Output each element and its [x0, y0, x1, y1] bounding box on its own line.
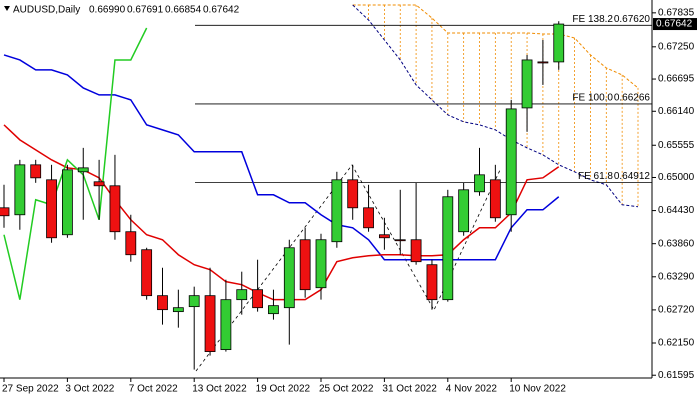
y-tick-label: 0.66140 [658, 106, 695, 117]
candle-body [252, 289, 264, 309]
fib-level-value: 0.66266 [614, 93, 651, 104]
candle-body [14, 164, 26, 216]
candle-body [394, 239, 406, 242]
candle-body [220, 299, 232, 351]
candle-body [125, 231, 137, 256]
fib-level-label: FE 100.0 [572, 93, 613, 104]
y-tick-label: 0.63290 [658, 271, 695, 282]
x-tick-label: 10 Nov 2022 [509, 384, 566, 395]
x-tick-label: 25 Oct 2022 [319, 384, 374, 395]
x-tick-label: 4 Nov 2022 [446, 384, 498, 395]
candle-body [141, 249, 153, 297]
candle-body [378, 234, 390, 239]
candle-body [474, 174, 485, 193]
cloud-lower [352, 4, 639, 208]
x-tick-label: 7 Oct 2022 [129, 384, 178, 395]
indicator-line [3, 27, 148, 300]
candle-body [505, 108, 517, 216]
y-tick-label: 0.61595 [658, 370, 695, 381]
y-tick-label: 0.67250 [658, 41, 695, 52]
fib-level-value: 0.64912 [614, 171, 651, 182]
quote-value: 0.66990 [89, 5, 126, 16]
x-tick-label: 13 Oct 2022 [192, 384, 247, 395]
candle-body [489, 179, 501, 219]
candle-body [62, 169, 73, 236]
quote-value: 0.66854 [165, 5, 202, 16]
candle-body [315, 239, 327, 289]
candle-body [46, 179, 57, 239]
chart-title: AUDUSD,Daily [13, 5, 80, 16]
candle-body [331, 179, 343, 243]
candle-body [537, 61, 549, 64]
fib-level-label: FE 138.2 [572, 14, 613, 25]
candle-body [458, 189, 470, 233]
candle-body [283, 247, 295, 309]
plot-area [0, 4, 652, 372]
candle-body [410, 239, 422, 263]
y-tick-label: 0.66695 [658, 74, 695, 85]
candle-body [172, 307, 184, 313]
x-tick-label: 27 Sep 2022 [2, 384, 59, 395]
y-tick-label: 0.64430 [658, 205, 695, 216]
candle-body [363, 207, 374, 229]
fib-level-value: 0.67620 [614, 14, 651, 25]
candle-body [553, 23, 565, 63]
candle-body [77, 167, 89, 173]
candle-body [157, 295, 168, 311]
last-price-label: 0.67642 [656, 19, 693, 30]
y-tick-label: 0.65555 [658, 140, 695, 151]
candle-body [188, 295, 200, 308]
x-tick-label: 19 Oct 2022 [256, 384, 311, 395]
candle-body [236, 289, 248, 301]
symbol-icon [4, 6, 10, 11]
candle-body [109, 185, 121, 233]
fib-level-label: FE 61.8 [578, 171, 613, 182]
y-tick-label: 0.62150 [658, 338, 695, 349]
quote-value: 0.67642 [203, 5, 240, 16]
candle-body [268, 305, 279, 315]
candle-body [426, 264, 438, 301]
candle-body [30, 164, 42, 179]
y-tick-label: 0.67835 [658, 7, 695, 18]
y-tick-label: 0.63860 [658, 238, 695, 249]
y-tick-label: 0.65000 [658, 172, 695, 183]
candle-body [299, 239, 311, 291]
x-tick-label: 31 Oct 2022 [382, 384, 437, 395]
candle-body [347, 179, 359, 209]
y-tick-label: 0.62720 [658, 305, 695, 316]
indicator-line [3, 124, 560, 301]
last-price-box [653, 18, 697, 31]
indicator-line [3, 54, 560, 261]
candle-body [442, 196, 454, 301]
candle-body [93, 181, 105, 187]
candle-body [0, 207, 10, 217]
candle-body [204, 295, 216, 352]
candle-body [521, 59, 533, 109]
x-tick-label: 3 Oct 2022 [65, 384, 114, 395]
cloud-upper [352, 4, 639, 89]
quote-value: 0.67691 [127, 5, 164, 16]
